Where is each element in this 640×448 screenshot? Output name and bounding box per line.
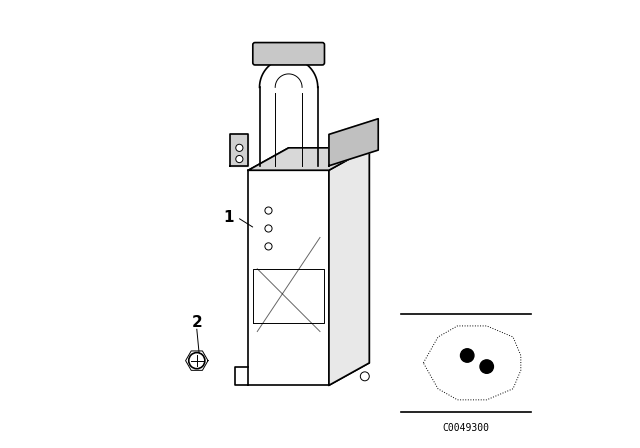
- FancyBboxPatch shape: [253, 43, 324, 65]
- Polygon shape: [329, 148, 369, 385]
- Polygon shape: [329, 119, 378, 166]
- Circle shape: [265, 207, 272, 214]
- Circle shape: [236, 155, 243, 163]
- Circle shape: [265, 243, 272, 250]
- Polygon shape: [230, 134, 248, 166]
- Circle shape: [360, 372, 369, 381]
- Polygon shape: [248, 148, 369, 170]
- Circle shape: [189, 353, 205, 369]
- Text: 1: 1: [223, 210, 234, 225]
- Text: C0049300: C0049300: [442, 423, 489, 433]
- Circle shape: [236, 144, 243, 151]
- Text: 2: 2: [191, 315, 202, 330]
- Circle shape: [480, 360, 493, 373]
- Circle shape: [265, 225, 272, 232]
- Circle shape: [461, 349, 474, 362]
